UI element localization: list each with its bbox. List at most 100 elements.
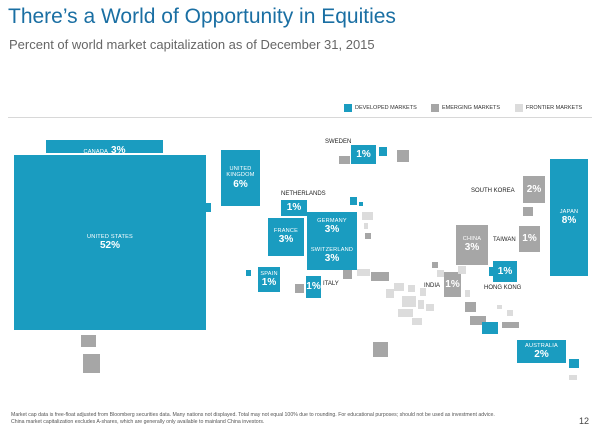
tile-france: FRANCE 3% — [268, 218, 304, 256]
tile-taiwan: 1% — [519, 226, 540, 252]
tile-unlabeled — [339, 156, 350, 164]
tile-label-australia: AUSTRALIA 2% — [517, 343, 566, 361]
tile-australia: AUSTRALIA 2% — [517, 340, 566, 363]
tile-unlabeled — [432, 262, 438, 268]
legend-label: EMERGING MARKETS — [442, 105, 501, 111]
tile-external-label-italy: ITALY — [323, 281, 339, 287]
tile-label-hong-kong: 1% — [493, 266, 517, 278]
tile-united-kingdom: UNITED KINGDOM 6% — [221, 150, 260, 206]
tile-unlabeled — [465, 302, 476, 312]
tile-spain: SPAIN 1% — [258, 267, 280, 292]
tile-unlabeled — [343, 270, 352, 279]
tile-unlabeled — [569, 375, 577, 380]
tile-percent: 1% — [522, 233, 537, 244]
tile-external-label-south-korea: SOUTH KOREA — [471, 188, 515, 194]
legend-item-1: DEVELOPED MARKETS — [344, 104, 417, 112]
tile-name: SWITZERLAND — [310, 247, 354, 253]
tile-unlabeled — [507, 310, 513, 316]
tile-unlabeled — [394, 283, 404, 291]
tile-name: SPAIN — [260, 270, 278, 277]
tile-percent: 2% — [526, 183, 542, 195]
tile-unlabeled — [373, 342, 388, 357]
footnote-line-2: China market capitalization excludes A-s… — [11, 419, 265, 426]
tile-percent: 1% — [445, 278, 460, 290]
tile-united-states: UNITED STATES 52% — [14, 155, 206, 330]
tile-india: 1% — [444, 272, 461, 297]
tile-unlabeled — [420, 288, 426, 296]
legend-swatch — [431, 104, 439, 112]
tile-percent: 3% — [464, 242, 480, 254]
tile-name: JAPAN — [559, 208, 579, 215]
tile-percent: 52% — [99, 239, 120, 251]
tile-percent: 3% — [111, 145, 126, 156]
tile-unlabeled — [364, 223, 368, 229]
tile-external-label-india: INDIA — [424, 283, 441, 289]
legend-label: FRONTIER MARKETS — [526, 105, 583, 111]
tile-percent: 1% — [286, 202, 302, 213]
tile-percent: 6% — [233, 178, 248, 190]
tile-label-switzerland: SWITZERLAND 3% — [307, 247, 357, 265]
tile-label-south-korea: 2% — [523, 184, 545, 196]
tile-netherlands: 1% — [281, 200, 307, 216]
tile-canada: CANADA 3% — [46, 140, 163, 156]
tile-name: UNITED STATES — [87, 233, 133, 240]
tile-percent: 1% — [261, 276, 277, 288]
tile-percent: 3% — [278, 234, 294, 246]
tile-unlabeled — [412, 318, 422, 325]
tile-unlabeled — [379, 147, 387, 156]
tile-switzerland: SWITZERLAND 3% — [307, 242, 357, 270]
tile-percent: 3% — [324, 253, 340, 265]
tile-unlabeled — [408, 285, 415, 292]
tile-external-label-hong-kong: HONG KONG — [484, 285, 522, 291]
page-number: 12 — [578, 416, 589, 426]
tile-name: GERMANY — [317, 218, 347, 224]
tile-label-canada: CANADA 3% — [46, 140, 163, 158]
legend-item-2: EMERGING MARKETS — [431, 104, 500, 112]
legend-label: DEVELOPED MARKETS — [355, 105, 417, 111]
tile-unlabeled — [523, 207, 533, 216]
page-subtitle: Percent of world market capitalization a… — [9, 37, 375, 52]
tile-unlabeled — [362, 212, 373, 220]
tile-unlabeled — [470, 316, 486, 325]
tile-external-label-sweden: SWEDEN — [325, 139, 352, 145]
legend-divider — [8, 117, 592, 118]
tile-name: CHINA — [462, 236, 482, 242]
tile-label-united-states: UNITED STATES 52% — [14, 234, 206, 252]
tile-unlabeled — [83, 354, 100, 373]
tile-percent: 1% — [356, 148, 371, 160]
tile-unlabeled — [502, 322, 519, 328]
tile-unlabeled — [418, 300, 424, 309]
legend-item-3: FRONTIER MARKETS — [515, 104, 582, 112]
tile-percent: 8% — [561, 214, 577, 226]
tile-name: FRANCE — [273, 228, 299, 234]
tile-south-korea: 2% — [523, 176, 545, 203]
tile-label-japan: JAPAN 8% — [550, 209, 588, 227]
tile-percent: 1% — [497, 265, 513, 277]
tile-unlabeled — [371, 272, 389, 281]
tile-unlabeled — [398, 309, 413, 317]
footnote-line-1: Market cap data is free-float adjusted f… — [11, 412, 495, 418]
tile-unlabeled — [426, 304, 434, 311]
tile-external-label-taiwan: TAIWAN — [493, 237, 516, 243]
tile-external-label-netherlands: NETHERLANDS — [281, 191, 326, 197]
tile-unlabeled — [458, 266, 466, 274]
tile-label-sweden: 1% — [351, 149, 376, 161]
tile-unlabeled — [357, 269, 370, 276]
tile-name: CANADA — [83, 149, 109, 155]
tile-label-italy: 1% — [306, 281, 321, 293]
footnote: Market cap data is free-float adjusted f… — [11, 412, 551, 427]
tile-unlabeled — [295, 284, 304, 293]
tile-unlabeled — [465, 290, 470, 297]
legend-swatch — [515, 104, 523, 112]
tile-unlabeled — [350, 197, 357, 205]
tile-unlabeled — [386, 289, 394, 298]
tile-percent: 3% — [324, 224, 340, 236]
tile-hong-kong: 1% — [493, 261, 517, 282]
tile-label-netherlands: 1% — [281, 202, 307, 214]
tile-unlabeled — [497, 305, 502, 309]
tile-name: AUSTRALIA — [525, 342, 558, 349]
tile-china: CHINA 3% — [456, 225, 488, 265]
tile-label-india: 1% — [444, 279, 461, 291]
chart-legend: DEVELOPED MARKETS EMERGING MARKETS FRONTIE… — [0, 104, 600, 115]
